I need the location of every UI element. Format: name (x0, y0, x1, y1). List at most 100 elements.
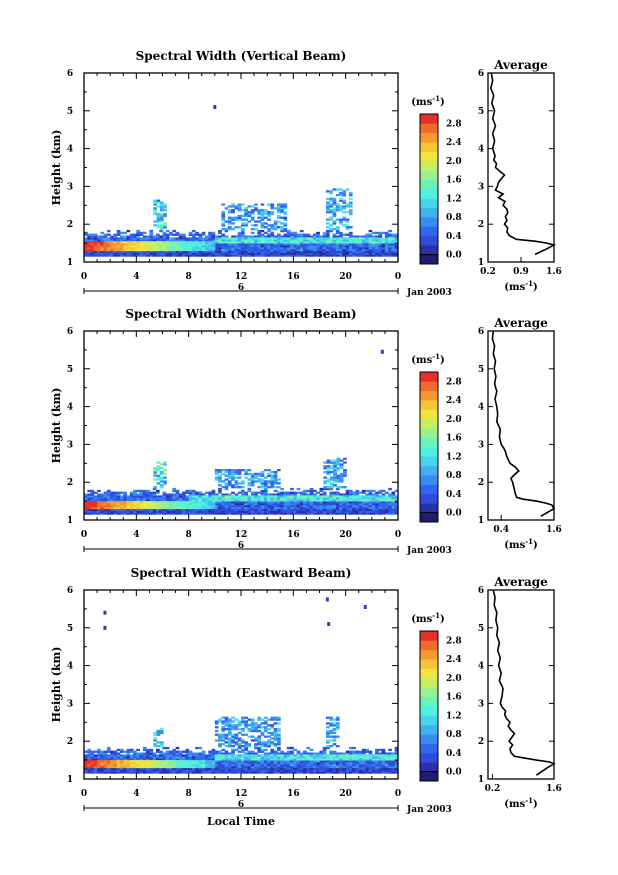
heatmap-cell (182, 491, 186, 494)
heatmap-cell (87, 241, 91, 244)
heatmap-cell (221, 222, 226, 225)
heatmap-cell (267, 769, 271, 772)
heatmap-cell (355, 506, 360, 510)
heatmap-cell (237, 243, 242, 246)
x-tick-label: 0 (81, 530, 87, 540)
heatmap-cell (97, 245, 101, 248)
heatmap-cell (290, 750, 294, 753)
heatmap-cell (244, 212, 248, 216)
heatmap-cell (87, 503, 91, 506)
heatmap-cell (126, 769, 131, 772)
heatmap-cell (237, 235, 242, 238)
heatmap-cell (371, 245, 376, 248)
heatmap-cell (381, 512, 386, 515)
heatmap-cell (146, 493, 150, 496)
heatmap-cell (303, 510, 307, 513)
heatmap-cell (221, 224, 226, 227)
heatmap-cell (182, 241, 186, 244)
heatmap-cell (368, 504, 373, 508)
heatmap-cell (250, 212, 255, 216)
heatmap-cell (133, 235, 137, 238)
heatmap-cell (394, 489, 399, 493)
heatmap-cell (296, 237, 301, 240)
x-tick-label: 8 (186, 272, 192, 282)
heatmap-cell (319, 254, 324, 257)
heatmap-cell (231, 760, 235, 763)
heatmap-cell (234, 239, 239, 242)
heatmap-cell (214, 765, 219, 769)
heatmap-cell (332, 495, 337, 498)
heatmap-cell (378, 231, 383, 235)
heatmap-cell (237, 216, 242, 219)
heatmap-cell (345, 243, 350, 246)
heatmap-cell (303, 250, 307, 253)
heatmap-cell (106, 497, 111, 500)
heatmap-cell (339, 506, 343, 510)
heatmap-cell (263, 493, 268, 496)
heatmap-cell (329, 229, 333, 233)
heatmap-cell (296, 763, 301, 767)
heatmap-cell (280, 245, 284, 248)
heatmap-cell (345, 491, 350, 494)
heatmap-cell (126, 508, 131, 511)
heatmap-cell (381, 245, 386, 248)
heatmap-cell (280, 203, 284, 206)
heatmap-cell (218, 750, 222, 753)
heatmap-cell (329, 487, 333, 491)
heatmap-cell (244, 495, 248, 498)
heatmap-cell (368, 762, 373, 765)
heatmap-cell (290, 248, 294, 252)
heatmap-cell (136, 752, 140, 755)
heatmap-cell (162, 512, 167, 515)
heatmap-cell (368, 767, 373, 770)
heatmap-cell (384, 504, 389, 508)
heatmap-cell (343, 469, 347, 472)
heatmap-cell (378, 254, 383, 257)
heatmap-cell (348, 205, 353, 208)
heatmap-cell (355, 760, 360, 763)
heatmap-cell (201, 754, 206, 757)
heatmap-cell (149, 491, 154, 494)
heatmap-cell (110, 239, 114, 242)
heatmap-cell (277, 495, 281, 498)
heatmap-cell (224, 250, 229, 253)
heatmap-cell (309, 495, 314, 498)
heatmap-cell (358, 250, 363, 253)
heatmap-cell (371, 250, 376, 253)
heatmap-cell (224, 470, 229, 474)
heatmap-cell (156, 245, 160, 248)
heatmap-cell (178, 246, 183, 250)
heatmap-cell (198, 241, 203, 244)
heatmap-cell (120, 754, 124, 757)
heatmap-cell (375, 250, 379, 253)
heatmap-cell (283, 229, 288, 233)
heatmap-cell (126, 252, 131, 255)
heatmap-cell (329, 771, 333, 774)
heatmap-cell (323, 470, 328, 474)
heatmap-cell (296, 767, 301, 770)
heatmap-cell (277, 207, 281, 210)
heatmap-cell (214, 248, 219, 252)
heatmap-cell (136, 254, 140, 257)
y-tick-label: 6 (67, 327, 73, 337)
heatmap-cell (335, 765, 340, 769)
heatmap-cell (224, 765, 229, 769)
heatmap-cell (237, 767, 242, 770)
heatmap-cell (106, 239, 111, 242)
heatmap-cell (123, 767, 127, 770)
heatmap-cell (339, 765, 343, 769)
heatmap-cell (283, 207, 288, 210)
heatmap-cell (306, 245, 311, 248)
heatmap-cell (263, 510, 268, 513)
heatmap-cell (159, 254, 163, 257)
heatmap-cell (283, 254, 288, 257)
heatmap-cell (352, 763, 356, 767)
heatmap-cell (309, 512, 314, 515)
heatmap-cell (335, 241, 340, 244)
heatmap-cell (345, 501, 350, 504)
heatmap-cell (263, 771, 268, 774)
heatmap-cell (165, 769, 170, 772)
heatmap-cell (178, 499, 183, 502)
heatmap-cell (163, 469, 167, 472)
heatmap-cell (237, 504, 242, 508)
